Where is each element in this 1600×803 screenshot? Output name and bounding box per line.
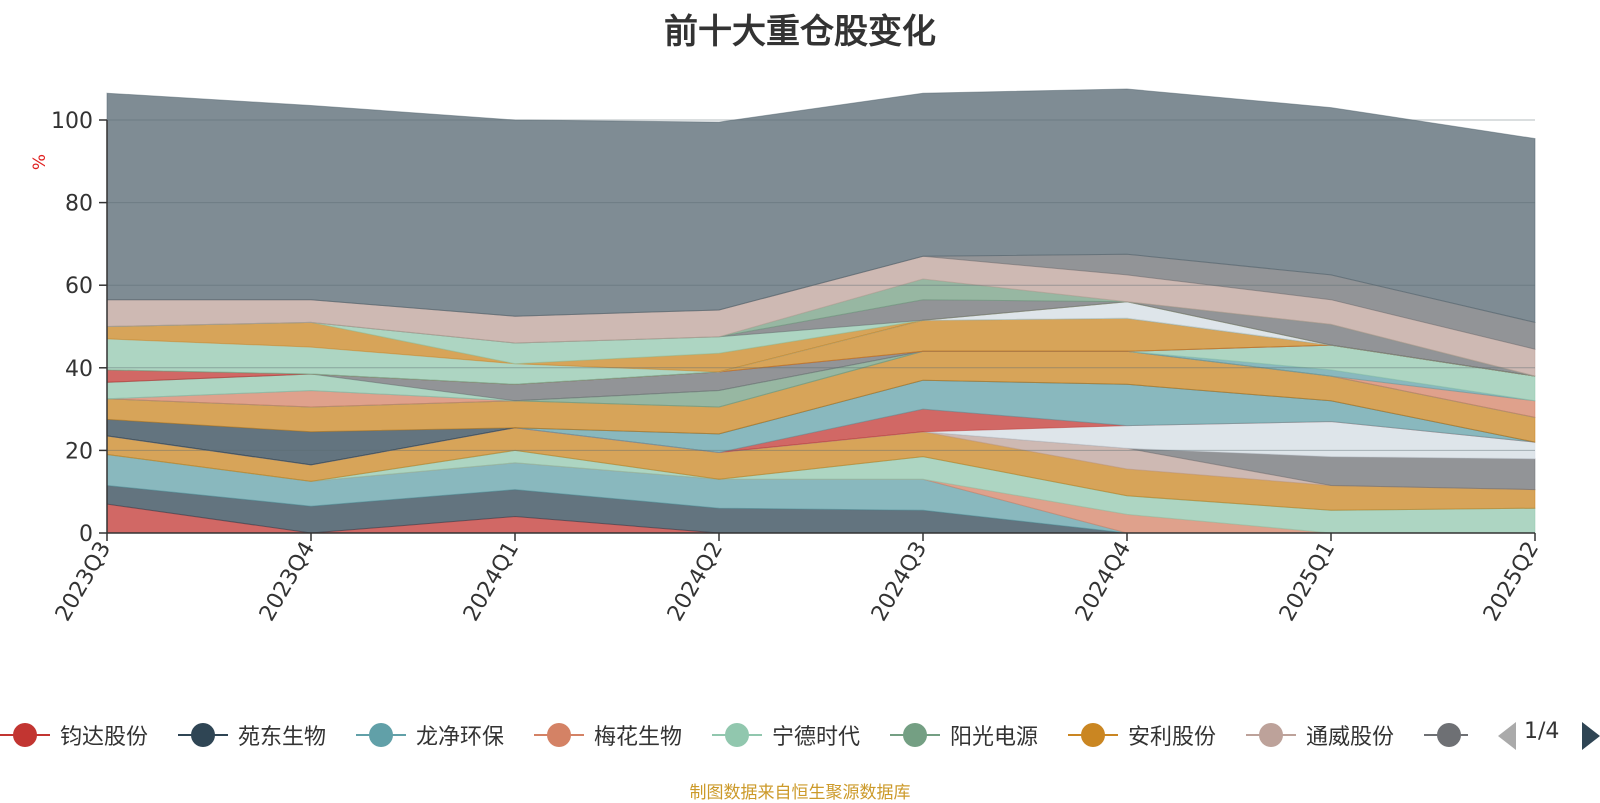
legend-marker-icon xyxy=(1424,723,1468,747)
y-axis-label: % xyxy=(30,154,50,170)
legend-marker-icon xyxy=(712,723,762,747)
legend-item-label: 通威股份 xyxy=(1306,725,1395,750)
legend-item[interactable]: 三 xyxy=(1424,713,1468,757)
legend-item-label: 安利股份 xyxy=(1128,725,1217,750)
legend-item-label: 阳光电源 xyxy=(950,725,1039,750)
legend-item-label: 苑东生物 xyxy=(238,725,327,750)
x-tick-label: 2025Q2 xyxy=(1479,538,1544,626)
legend-item[interactable]: 龙净环保 xyxy=(356,713,504,757)
y-tick-label: 20 xyxy=(65,439,93,464)
y-tick-label: 0 xyxy=(79,522,93,547)
legend-prev-page-icon[interactable] xyxy=(1498,722,1516,750)
legend-item-label: 钧达股份 xyxy=(60,725,149,750)
gridlines xyxy=(107,119,1535,451)
stacked-area-chart: 0 20 40 60 80 100 2023Q3 2023Q4 2024Q1 2024Q2 2024… xyxy=(30,88,1544,626)
y-tick-label: 80 xyxy=(65,192,93,217)
x-tick-label: 2024Q3 xyxy=(867,538,932,626)
legend-marker-icon xyxy=(0,723,50,747)
legend-marker-icon xyxy=(1068,723,1118,747)
legend-item[interactable]: 阳光电源 xyxy=(890,713,1038,757)
legend-marker-icon xyxy=(890,723,940,747)
y-tick-label: 60 xyxy=(65,274,93,299)
source-note: 制图数据来自恒生聚源数据库 xyxy=(689,783,911,803)
legend-item[interactable]: 安利股份 xyxy=(1068,713,1216,757)
x-tick-label: 2024Q4 xyxy=(1071,538,1136,626)
legend-item[interactable]: 梅花生物 xyxy=(534,713,682,757)
legend-pager: 1/4 xyxy=(1498,713,1600,757)
legend-item[interactable]: 苑东生物 xyxy=(178,713,326,757)
legend-marker-icon xyxy=(178,723,228,747)
legend-item[interactable]: 宁德时代 xyxy=(712,713,860,757)
area-layers xyxy=(106,88,1536,534)
x-tick-label: 2024Q1 xyxy=(459,538,524,626)
legend-marker-icon xyxy=(534,723,584,747)
legend-item[interactable]: 钧达股份 xyxy=(0,713,148,757)
legend-item-label: 梅花生物 xyxy=(594,725,683,750)
x-tick-label: 2024Q2 xyxy=(663,538,728,626)
legend-item-label: 宁德时代 xyxy=(772,725,861,750)
y-tick-label: 100 xyxy=(51,109,93,134)
area-series-31 xyxy=(106,88,1536,324)
x-tick-label: 2025Q1 xyxy=(1275,538,1340,626)
legend-item[interactable]: 通威股份 xyxy=(1246,713,1394,757)
legend-items: 钧达股份 苑东生物 龙净环保 梅花生物 宁德时代 阳光电源 安利股份 通威股份 三 xyxy=(0,713,1468,757)
legend-page-indicator: 1/4 xyxy=(1524,719,1560,744)
legend-marker-icon xyxy=(1246,723,1296,747)
legend-next-page-icon[interactable] xyxy=(1582,722,1600,750)
legend: 钧达股份 苑东生物 龙净环保 梅花生物 宁德时代 阳光电源 安利股份 通威股份 三 1/4 xyxy=(0,713,1600,757)
legend-marker-icon xyxy=(356,723,406,747)
x-tick-label: 2023Q3 xyxy=(51,538,116,626)
x-tick-label: 2023Q4 xyxy=(255,538,320,626)
y-tick-label: 40 xyxy=(65,357,93,382)
legend-item-label: 龙净环保 xyxy=(416,725,505,750)
chart-title: 前十大重仓股变化 xyxy=(664,12,936,52)
